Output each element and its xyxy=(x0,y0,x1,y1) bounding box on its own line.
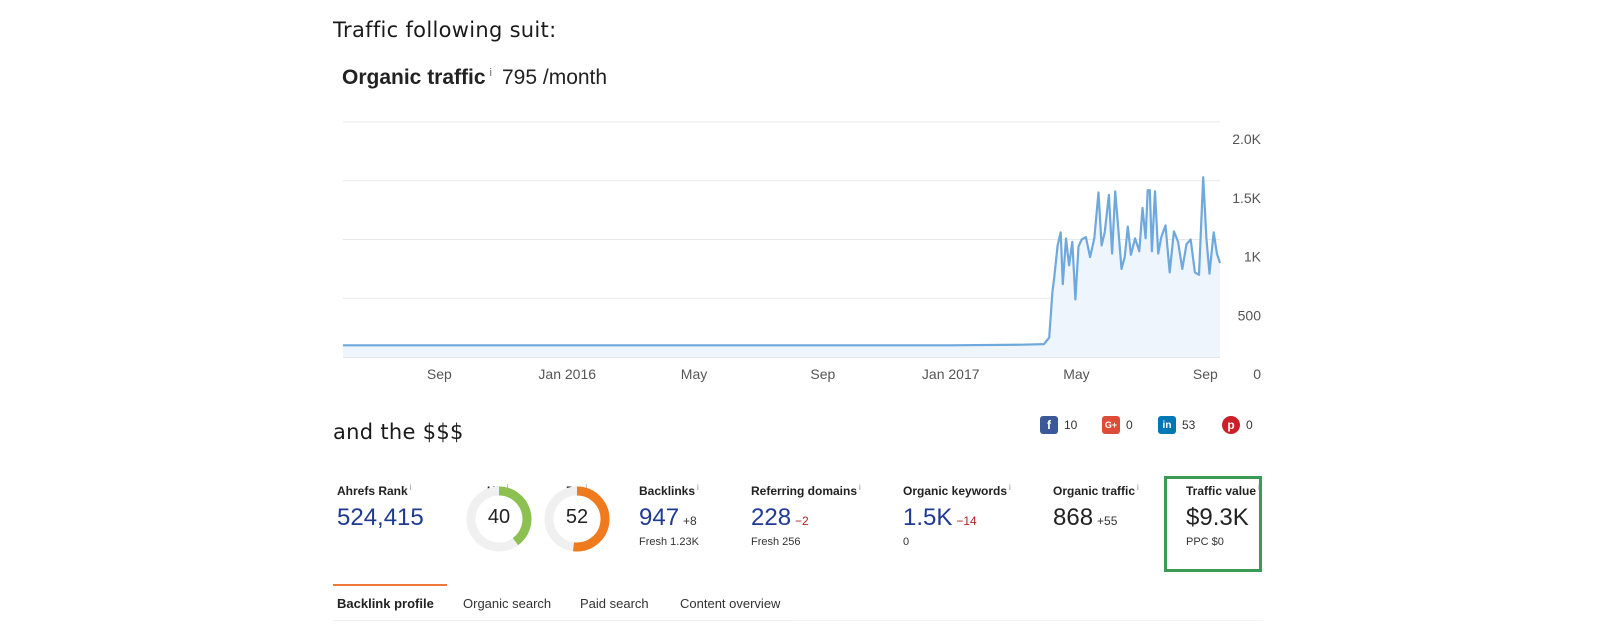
organic-traffic-chart: 0 500 1K 1.5K 2.0K Sep Jan 2016 May Sep Jan 2017 M… xyxy=(343,121,1262,382)
info-icon[interactable]: i xyxy=(1009,483,1011,492)
pinterest-count: 0 xyxy=(1246,418,1253,432)
social-pinterest[interactable]: p 0 xyxy=(1222,416,1253,434)
organic-traffic-delta: +55 xyxy=(1097,514,1118,528)
pinterest-icon: p xyxy=(1222,416,1240,434)
y-tick-label: 2.0K xyxy=(1232,131,1261,147)
backlinks-value: 947 xyxy=(639,504,680,531)
backlinks-delta: +8 xyxy=(683,514,697,528)
traffic-value: $9.3K xyxy=(1186,504,1249,531)
x-tick-label: Jan 2017 xyxy=(922,366,980,382)
social-facebook[interactable]: f 10 xyxy=(1040,416,1077,434)
organic-keywords-value: 1.5K xyxy=(903,504,953,531)
metric-label: Traffic value xyxy=(1186,484,1257,498)
money-heading: and the $$$ xyxy=(333,420,464,444)
x-tick-label: May xyxy=(1063,366,1089,382)
metric-referring-domains[interactable]: Referring domains i 228 −2 Fresh 256 xyxy=(751,483,861,548)
tab-paid-search[interactable]: Paid search xyxy=(580,596,649,611)
linkedin-count: 53 xyxy=(1182,418,1196,432)
x-tick-label: Sep xyxy=(1193,366,1218,382)
y-tick-label: 0 xyxy=(1253,366,1261,382)
traffic-value-highlight xyxy=(1164,476,1262,572)
social-google-plus[interactable]: G+ 0 xyxy=(1102,416,1133,434)
traffic-heading: Traffic following suit: xyxy=(333,18,557,42)
metric-label: Backlinks xyxy=(639,484,696,498)
info-icon[interactable]: i xyxy=(409,483,412,492)
metric-backlinks[interactable]: Backlinks i 947 +8 Fresh 1.23K xyxy=(639,483,699,548)
google-plus-icon: G+ xyxy=(1102,416,1120,434)
dr-value: 52 xyxy=(565,506,589,528)
info-icon[interactable]: i xyxy=(859,483,861,492)
tab-divider xyxy=(793,620,1263,621)
organic-traffic-value: 795 /month xyxy=(502,66,608,89)
referring-domains-value: 228 xyxy=(751,504,792,531)
gauge-arc xyxy=(498,486,532,546)
tab-content-overview[interactable]: Content overview xyxy=(680,596,781,611)
organic-traffic-metric-value: 868 xyxy=(1053,504,1094,531)
x-tick-label: Sep xyxy=(427,366,452,382)
active-tab-indicator xyxy=(333,584,447,586)
metric-label: Referring domains xyxy=(751,484,858,498)
dr-gauge xyxy=(544,486,610,552)
organic-traffic-header: Organic traffic i 795 /month xyxy=(342,66,607,90)
traffic-area xyxy=(343,177,1220,357)
y-tick-label: 500 xyxy=(1238,307,1262,323)
info-icon[interactable]: i xyxy=(489,67,492,79)
backlinks-fresh: Fresh 1.23K xyxy=(639,536,699,548)
metric-label: Ahrefs Rank xyxy=(337,484,408,498)
traffic-line xyxy=(343,176,1222,347)
tab-backlink-profile[interactable]: Backlink profile xyxy=(337,596,434,611)
metric-label: Organic keywords xyxy=(903,484,1008,498)
y-tick-label: 1K xyxy=(1244,249,1262,265)
info-icon[interactable]: i xyxy=(1137,483,1139,492)
ur-gauge xyxy=(466,486,532,552)
ur-value: 40 xyxy=(487,506,511,528)
metric-traffic-value[interactable]: Traffic value i $9.3K PPC $0 xyxy=(1186,483,1260,548)
ahrefs-rank-value: 524,415 xyxy=(337,504,424,531)
info-icon[interactable]: i xyxy=(697,483,699,492)
tab-bar: Backlink profile Organic search Paid sea… xyxy=(333,584,793,621)
x-tick-label: Sep xyxy=(810,366,835,382)
metric-label: Organic traffic xyxy=(1053,484,1136,498)
metric-organic-traffic[interactable]: Organic traffic i 868 +55 xyxy=(1053,483,1139,532)
organic-keywords-delta: −14 xyxy=(956,514,977,528)
linkedin-icon: in xyxy=(1158,416,1176,434)
x-tick-label: May xyxy=(681,366,707,382)
referring-domains-delta: −2 xyxy=(795,514,809,528)
facebook-icon: f xyxy=(1040,416,1058,434)
metric-organic-keywords[interactable]: Organic keywords i 1.5K −14 0 xyxy=(903,483,1011,548)
y-tick-label: 1.5K xyxy=(1232,190,1261,206)
info-icon[interactable]: i xyxy=(1258,483,1260,492)
x-tick-label: Jan 2016 xyxy=(538,366,596,382)
tab-organic-search[interactable]: Organic search xyxy=(463,596,552,611)
referring-domains-fresh: Fresh 256 xyxy=(751,536,801,548)
gauge-arc xyxy=(572,486,610,552)
google-plus-count: 0 xyxy=(1126,418,1133,432)
info-icon[interactable]: i xyxy=(585,483,588,492)
social-linkedin[interactable]: in 53 xyxy=(1158,416,1195,434)
metric-ahrefs-rank: Ahrefs Rank i 524,415 xyxy=(337,483,424,532)
organic-traffic-title: Organic traffic xyxy=(342,66,486,89)
facebook-count: 10 xyxy=(1064,418,1078,432)
ppc-value: PPC $0 xyxy=(1186,536,1224,548)
info-icon[interactable]: i xyxy=(506,483,509,492)
organic-keywords-sub: 0 xyxy=(903,536,910,548)
